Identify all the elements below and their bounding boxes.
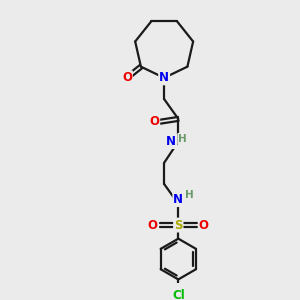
Text: O: O <box>149 115 159 128</box>
Text: N: N <box>173 193 183 206</box>
Text: O: O <box>122 71 132 84</box>
Text: Cl: Cl <box>172 289 185 300</box>
Text: H: H <box>178 134 187 144</box>
Text: O: O <box>148 219 158 232</box>
Text: N: N <box>166 135 176 148</box>
Text: N: N <box>159 71 169 84</box>
Text: O: O <box>199 219 209 232</box>
Text: H: H <box>185 190 194 200</box>
Text: S: S <box>174 219 183 232</box>
